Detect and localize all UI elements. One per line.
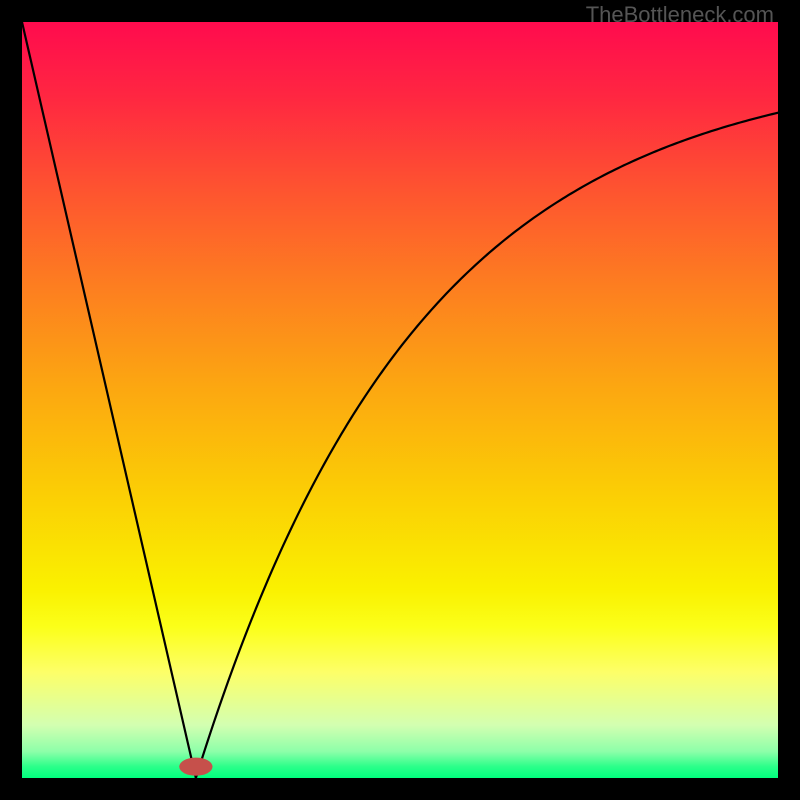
watermark-text: TheBottleneck.com xyxy=(586,2,774,28)
plot-area xyxy=(22,22,778,778)
chart-svg xyxy=(22,22,778,778)
